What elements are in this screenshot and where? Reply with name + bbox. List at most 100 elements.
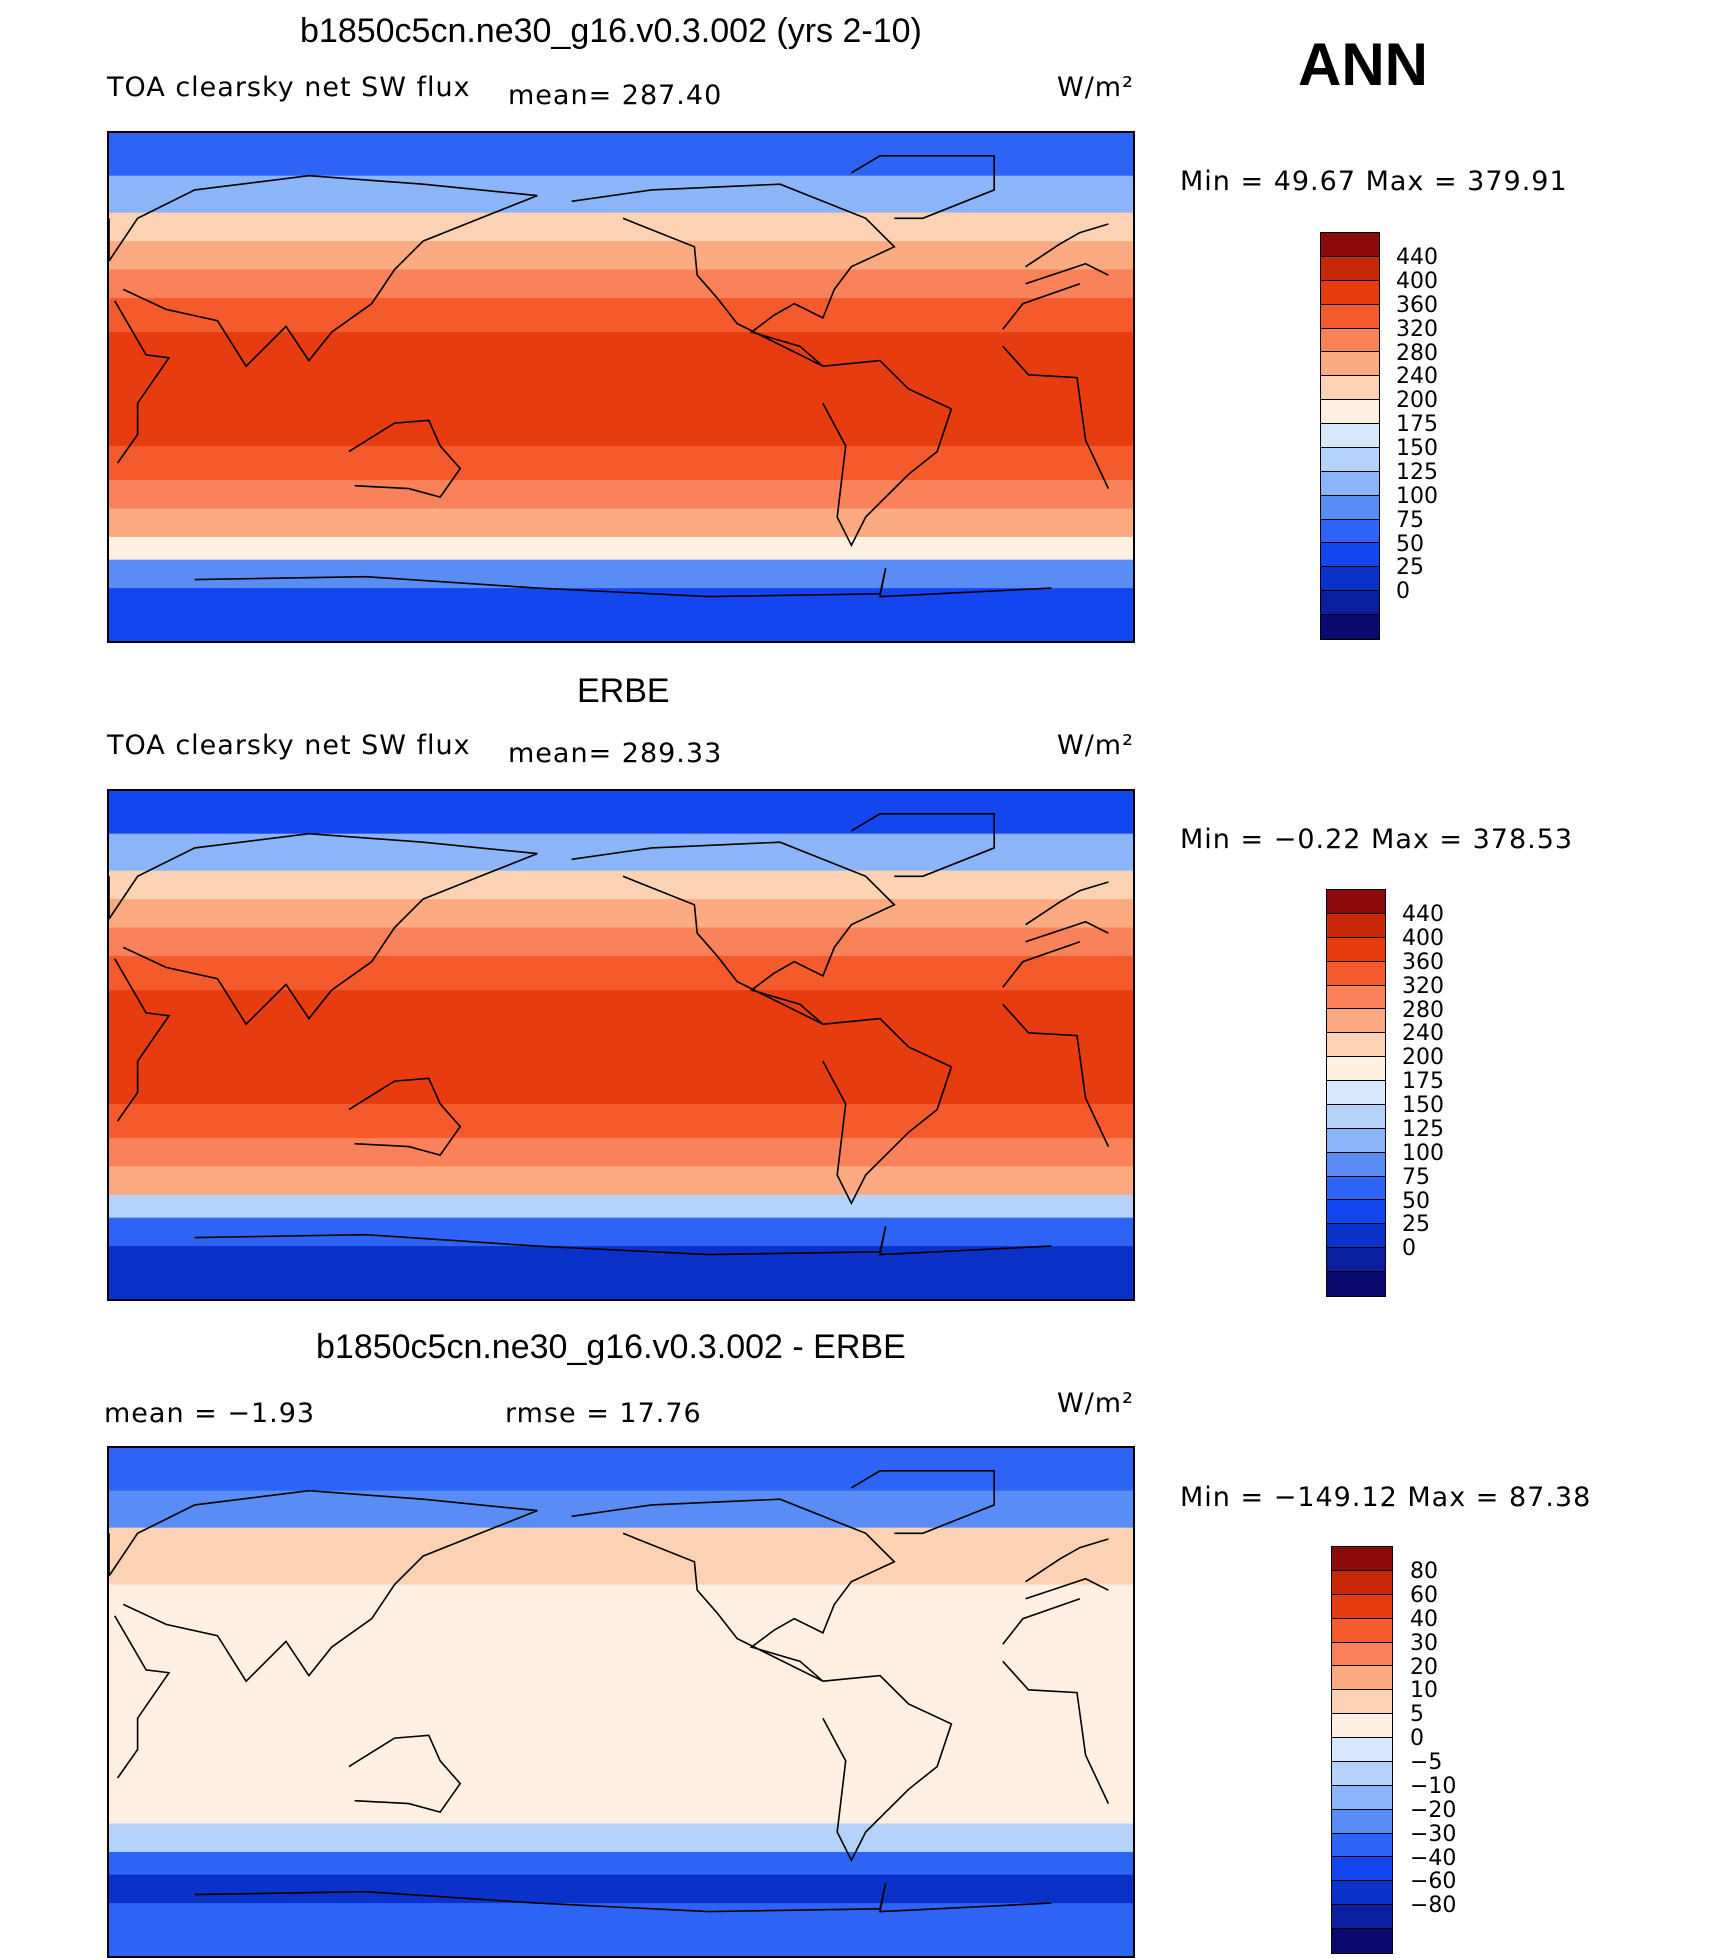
panel1-colorbar-swatch [1321, 591, 1379, 615]
panel3-band-9 [109, 1732, 1133, 1762]
panel1-colorbar-swatch [1321, 233, 1379, 257]
panel2-coast-samerica [822, 1017, 953, 1206]
panel3-map-svg [109, 1448, 1133, 1956]
panel1-colorbar-tick: 280 [1396, 340, 1438, 366]
panel3-colorbar-tick: 30 [1410, 1630, 1438, 1656]
panel3-band-11 [109, 1795, 1133, 1824]
panel3-coast-africa-2 [1002, 1660, 1110, 1804]
panel3-coast-europe [1025, 1538, 1109, 1583]
panel1-variable: TOA clearsky net SW flux [107, 72, 471, 103]
panel3-colorbar-swatch [1332, 1809, 1392, 1834]
panel3-coast-namerica [571, 1498, 896, 1682]
panel3-colorbar-swatch [1332, 1738, 1392, 1762]
panel2-colorbar-tick: 100 [1402, 1140, 1444, 1166]
panel1-band-4 [109, 269, 1133, 299]
panel1-band-12 [109, 508, 1133, 538]
panel1-colorbar-tick: 240 [1396, 364, 1438, 390]
season-label: ANN [1298, 31, 1428, 98]
panel1-colorbar-swatch [1321, 471, 1379, 496]
panel1-colorbar-tick: 175 [1396, 412, 1438, 438]
panel1-colorbar-swatch [1321, 447, 1379, 472]
panel3-minmax: Min = −149.12 Max = 87.38 [1180, 1482, 1592, 1513]
panel3-colorbar-swatch [1332, 1618, 1392, 1643]
panel1-colorbar-swatch [1321, 328, 1379, 353]
panel2-coast-africa [1002, 941, 1081, 988]
panel3-coast-samerica [822, 1674, 953, 1863]
panel1-coast-europe [1025, 223, 1109, 268]
panel1-coast-europe-2 [1025, 262, 1109, 285]
panel1-coast-africa [1002, 283, 1081, 330]
panel3-colorbar-tick: 5 [1410, 1702, 1424, 1728]
panel3-mean: mean = −1.93 [104, 1398, 316, 1429]
panel1-colorbar-swatch [1321, 280, 1379, 305]
panel2-minmax: Min = −0.22 Max = 378.53 [1180, 824, 1574, 855]
panel2-band-4 [109, 927, 1133, 957]
panel1-colorbar-tick: 400 [1396, 268, 1438, 294]
panel1-coast-australia [348, 419, 462, 499]
panel1-band-13 [109, 536, 1133, 561]
panel3-coast-antarctica-1 [194, 1890, 538, 1904]
panel3-band-7 [109, 1675, 1133, 1705]
panel2-colorbar-tick: 150 [1402, 1093, 1444, 1119]
panel2-band-10 [109, 1103, 1133, 1139]
panel3-colorbar-tick: 60 [1410, 1582, 1438, 1608]
panel3-coast-greenland [850, 1469, 996, 1535]
panel2-colorbar-tick: 125 [1402, 1116, 1444, 1142]
panel1-minmax: Min = 49.67 Max = 379.91 [1180, 166, 1568, 197]
panel2-colorbar-tick: 320 [1402, 973, 1444, 999]
panel3-band-14 [109, 1874, 1133, 1904]
panel2-colorbar-tick: 360 [1402, 949, 1444, 975]
panel3-coast-africa [1002, 1598, 1081, 1645]
panel1-colorbar-tick: 50 [1396, 531, 1424, 557]
panel3-band-5 [109, 1612, 1133, 1648]
panel2-colorbar-swatch [1327, 1248, 1385, 1272]
panel1-colorbar-tick: 360 [1396, 292, 1438, 318]
panel1-colorbar-tick: 150 [1396, 436, 1438, 462]
panel2-colorbar-tick: 280 [1402, 997, 1444, 1023]
panel2-band-13 [109, 1194, 1133, 1219]
panel3-colorbar-tick: 10 [1410, 1678, 1438, 1704]
panel3-colorbar-tick: 80 [1410, 1559, 1438, 1584]
panel2-coastlines [109, 812, 1110, 1256]
panel3-colorbar-swatch [1332, 1690, 1392, 1715]
panel2-variable: TOA clearsky net SW flux [107, 730, 471, 761]
panel1-colorbar-swatch [1321, 256, 1379, 281]
panel2-units: W/m² [1057, 730, 1134, 761]
panel3-band-8 [109, 1704, 1133, 1733]
panel2-colorbar-tick: 75 [1402, 1164, 1430, 1190]
panel1-coast-africa-2 [1002, 345, 1110, 489]
panel2-colorbar-swatch [1327, 913, 1385, 938]
panel3-colorbar-tick: −20 [1410, 1797, 1457, 1823]
panel1-colorbar-tick: 100 [1396, 483, 1438, 509]
panel1-title: b1850c5cn.ne30_g16.v0.3.002 (yrs 2-10) [300, 12, 922, 50]
panel3-band-3 [109, 1556, 1133, 1586]
panel1-band-11 [109, 480, 1133, 509]
panel1-colorbar-tick: 320 [1396, 316, 1438, 342]
panel1-colorbar-swatch [1321, 400, 1379, 424]
panel2-band-2 [109, 870, 1133, 900]
panel1-map-svg [109, 133, 1133, 641]
panel1-mean: mean= 287.40 [508, 80, 723, 111]
panel2-band-3 [109, 899, 1133, 929]
panel3-colorbar-swatch [1332, 1714, 1392, 1738]
panel3-band-15 [109, 1903, 1133, 1956]
panel3-band-12 [109, 1823, 1133, 1853]
panel3-coast-europe-2 [1025, 1577, 1109, 1600]
panel2-coast-antarctica-1 [194, 1233, 538, 1247]
panel3-band-13 [109, 1851, 1133, 1876]
panel2-colorbar-swatch [1327, 985, 1385, 1010]
panel3-colorbar-tick: −80 [1410, 1893, 1457, 1919]
panel2-coast-australia [348, 1077, 462, 1157]
panel1-colorbar-tick: 75 [1396, 507, 1424, 533]
panel3-colorbar-tick: −5 [1410, 1750, 1443, 1776]
panel2-colorbar-swatch [1327, 1081, 1385, 1105]
panel2-colorbar-swatch [1327, 961, 1385, 986]
panel1-band-9 [109, 417, 1133, 447]
panel1-coast-asia [109, 174, 538, 368]
panel1-band-8 [109, 389, 1133, 418]
panel2-colorbar-swatch [1327, 1128, 1385, 1153]
panel2-colorbar-swatch [1327, 1224, 1385, 1249]
panel2-band-9 [109, 1075, 1133, 1105]
panel1-coast-africa-1 [114, 300, 171, 464]
panel1-colorbar-swatch [1321, 424, 1379, 448]
